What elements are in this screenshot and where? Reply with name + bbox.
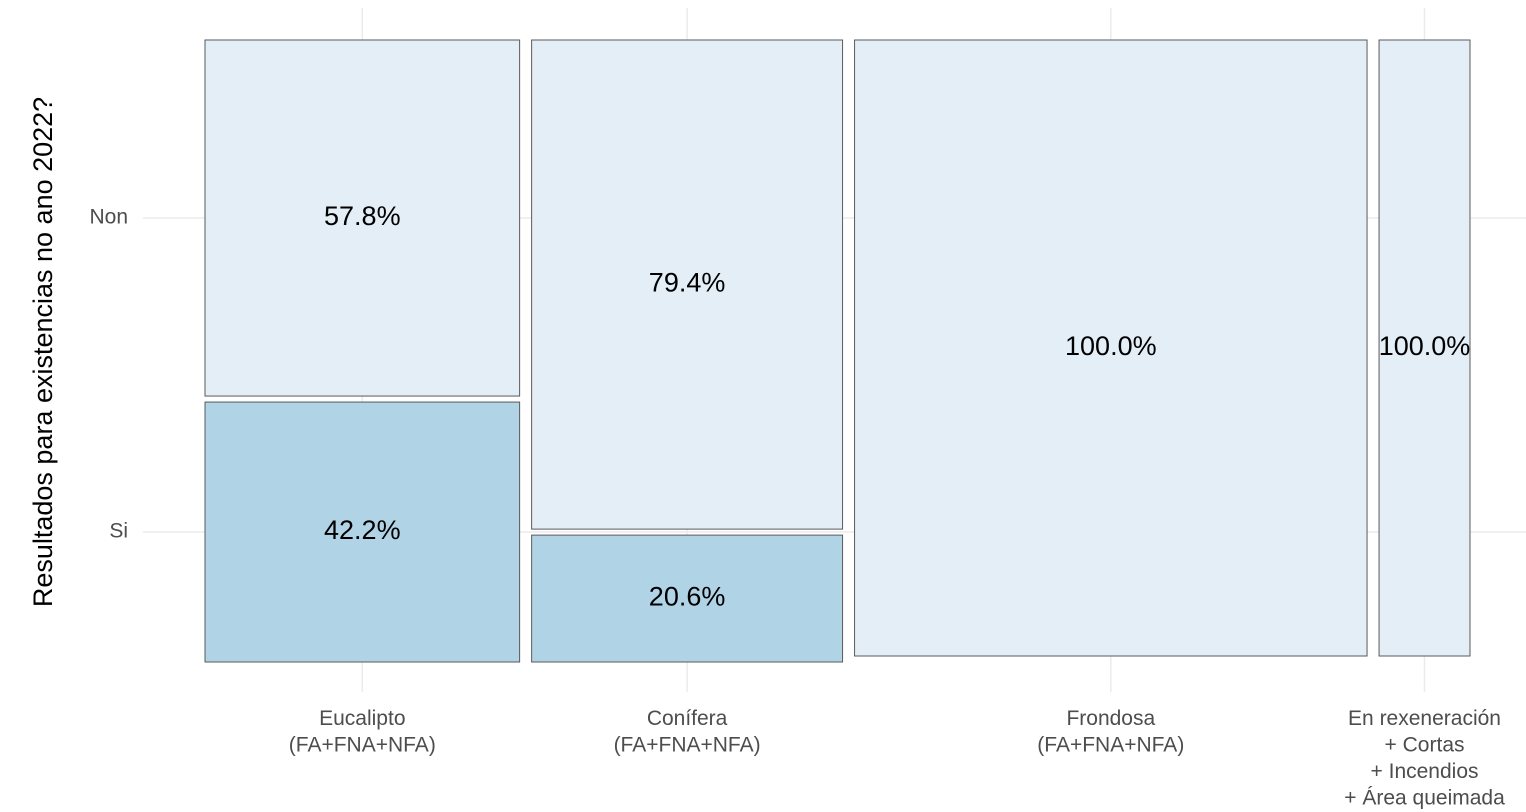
mosaic-tile — [531, 39, 844, 530]
value-label: 100.0% — [1065, 331, 1157, 361]
mosaic-tile — [854, 39, 1368, 657]
y-axis-title: Resultados para existencias no ano 2022? — [28, 97, 58, 607]
y-tick-label: Non — [89, 206, 128, 229]
x-tick-label: Conífera (FA+FNA+NFA) — [614, 707, 761, 757]
value-label: 79.4% — [649, 268, 726, 298]
mosaic-tile — [531, 534, 844, 663]
value-label: 20.6% — [649, 582, 726, 612]
value-label: 57.8% — [324, 201, 401, 231]
x-tick-label: En rexeneración + Cortas + Incendios + Área… — [1344, 707, 1505, 810]
y-tick-label: Si — [109, 520, 128, 543]
x-tick-label: Frondosa (FA+FNA+NFA) — [1037, 707, 1184, 757]
marks — [204, 39, 1471, 663]
mosaic-tile — [204, 401, 521, 663]
value-label: 100.0% — [1379, 331, 1471, 361]
mosaic-tile — [204, 39, 521, 397]
x-tick-label: Eucalipto (FA+FNA+NFA) — [289, 707, 436, 757]
mosaic-tile — [1378, 39, 1471, 657]
value-label: 42.2% — [324, 515, 401, 545]
